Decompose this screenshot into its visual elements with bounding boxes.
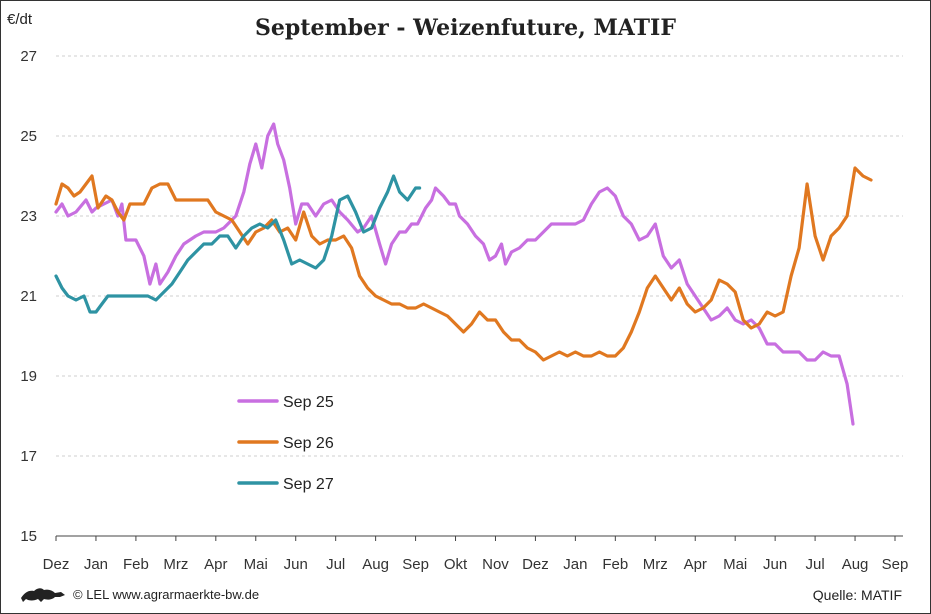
- gridlines: [56, 55, 903, 537]
- y-tick-label: 23: [20, 208, 37, 225]
- credit-text: © LEL www.agrarmaerkte-bw.de: [73, 587, 260, 602]
- x-tick-label: Dez: [43, 556, 70, 573]
- legend: Sep 25 Sep 26 Sep 27: [237, 394, 334, 493]
- x-tick-label: Jan: [84, 556, 108, 573]
- lion-logo: [21, 588, 65, 602]
- y-tick-label: 17: [20, 448, 37, 465]
- y-tick-label: 15: [20, 528, 37, 545]
- chart-plot: 15 17 19 21 23 25 27 Dez Jan Feb Mrz Apr Mai Jun Jul A…: [20, 48, 909, 573]
- legend-label: Sep 25: [283, 394, 334, 411]
- x-tick-label: Jul: [326, 556, 345, 573]
- legend-label: Sep 27: [283, 476, 334, 493]
- x-tick-label: Apr: [204, 556, 227, 573]
- x-tick-label: Jul: [806, 556, 825, 573]
- legend-label: Sep 26: [283, 435, 334, 452]
- x-tick-label: Mai: [244, 556, 268, 573]
- x-tick-label: Jun: [763, 556, 787, 573]
- x-tick-label: Aug: [842, 556, 869, 573]
- x-tick-label: Sep: [402, 556, 429, 573]
- x-tick-label: Feb: [123, 556, 149, 573]
- series-line: [54, 122, 855, 426]
- series-lines: [54, 122, 873, 426]
- x-tick-label: Sep: [882, 556, 909, 573]
- x-tick-label: Jun: [284, 556, 308, 573]
- x-tick-label: Okt: [444, 556, 468, 573]
- x-tick-label: Nov: [482, 556, 509, 573]
- x-tick-label: Aug: [362, 556, 389, 573]
- x-tick-label: Mrz: [163, 556, 188, 573]
- x-tick-label: Dez: [522, 556, 549, 573]
- y-tick-labels: 15 17 19 21 23 25 27: [20, 48, 37, 545]
- y-axis-unit: €/dt: [7, 11, 33, 28]
- x-tick-label: Mrz: [643, 556, 668, 573]
- series-line: [54, 166, 873, 362]
- y-tick-label: 25: [20, 128, 37, 145]
- x-tick-label: Feb: [602, 556, 628, 573]
- x-tick-label: Mai: [723, 556, 747, 573]
- source-text: Quelle: MATIF: [812, 587, 902, 603]
- y-tick-label: 21: [20, 288, 37, 305]
- y-tick-label: 27: [20, 48, 37, 65]
- series-line: [54, 174, 422, 314]
- y-tick-label: 19: [20, 368, 37, 385]
- x-tick-label: Apr: [684, 556, 707, 573]
- x-tick-labels: Dez Jan Feb Mrz Apr Mai Jun Jul Aug Sep Okt Nov Dez J…: [43, 536, 909, 573]
- x-tick-label: Jan: [563, 556, 587, 573]
- chart-title: September - Weizenfuture, MATIF: [255, 15, 676, 41]
